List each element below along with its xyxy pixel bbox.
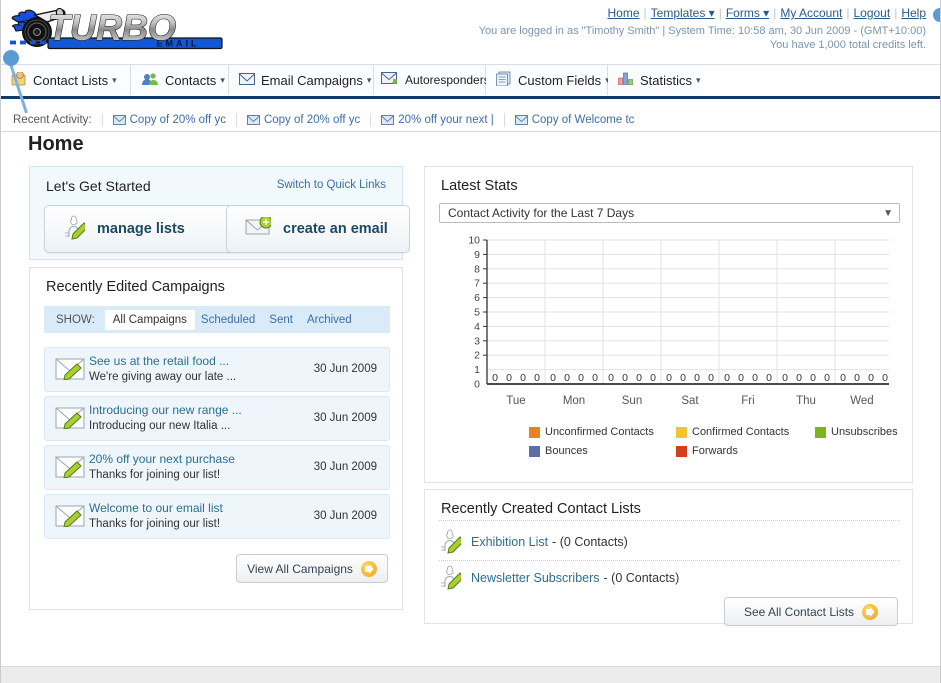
svg-text:0: 0 [766,372,772,384]
svg-text:0: 0 [608,372,614,384]
svg-text:7: 7 [474,278,480,290]
svg-text:1: 1 [474,364,480,376]
svg-text:4: 4 [474,321,480,333]
svg-text:Sat: Sat [681,395,699,407]
svg-text:10: 10 [468,235,480,247]
svg-text:0: 0 [796,372,802,384]
svg-text:0: 0 [564,372,570,384]
svg-text:0: 0 [550,372,556,384]
svg-text:0: 0 [752,372,758,384]
svg-text:0: 0 [650,372,656,384]
svg-text:0: 0 [694,372,700,384]
svg-text:0: 0 [622,372,628,384]
svg-text:Thu: Thu [796,395,816,407]
svg-text:0: 0 [520,372,526,384]
svg-text:0: 0 [724,372,730,384]
svg-text:0: 0 [840,372,846,384]
svg-text:Tue: Tue [506,395,525,407]
svg-text:0: 0 [810,372,816,384]
svg-text:0: 0 [506,372,512,384]
svg-text:0: 0 [882,372,888,384]
svg-text:0: 0 [854,372,860,384]
svg-text:6: 6 [474,292,480,304]
svg-text:0: 0 [680,372,686,384]
svg-text:0: 0 [474,379,480,391]
svg-text:TURBO: TURBO [48,7,176,48]
svg-text:Wed: Wed [850,395,873,407]
svg-text:8: 8 [474,263,480,275]
svg-text:0: 0 [738,372,744,384]
svg-text:Fri: Fri [741,395,754,407]
svg-text:3: 3 [474,335,480,347]
svg-text:0: 0 [578,372,584,384]
svg-text:0: 0 [534,372,540,384]
svg-text:0: 0 [708,372,714,384]
svg-text:0: 0 [666,372,672,384]
svg-text:0: 0 [868,372,874,384]
svg-text:9: 9 [474,249,480,261]
svg-text:0: 0 [636,372,642,384]
svg-text:0: 0 [782,372,788,384]
svg-text:5: 5 [474,307,480,319]
svg-text:Sun: Sun [622,395,642,407]
svg-text:0: 0 [824,372,830,384]
svg-text:0: 0 [492,372,498,384]
svg-text:Mon: Mon [563,395,585,407]
svg-text:2: 2 [474,350,480,362]
svg-text:0: 0 [592,372,598,384]
